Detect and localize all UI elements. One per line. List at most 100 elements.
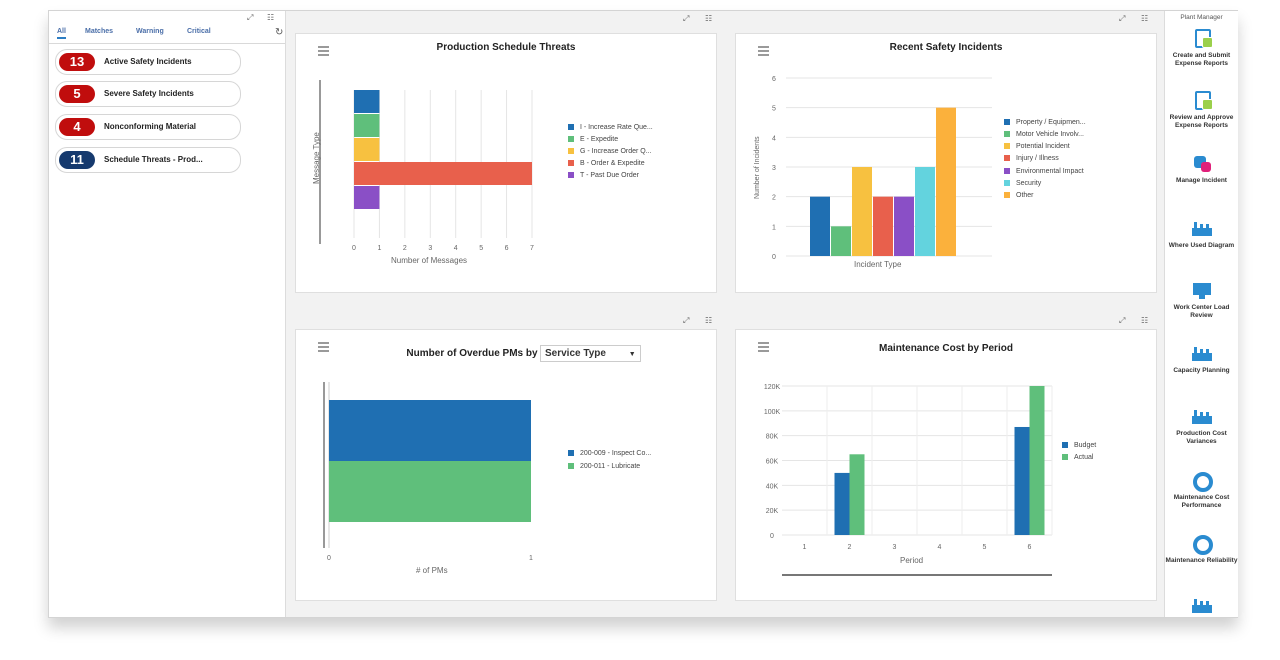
monitor-icon (1192, 281, 1212, 301)
app-tile[interactable]: Maintenance Cost Performance (1165, 471, 1238, 510)
app-tile-label: Production Cost Variances (1176, 430, 1227, 445)
bar (329, 461, 531, 522)
bar (834, 472, 850, 535)
legend-item: E - Expedite (568, 136, 618, 143)
menu-icon[interactable] (318, 342, 329, 352)
tab-warning[interactable]: Warning (136, 28, 164, 35)
x-tick-label: 3 (428, 245, 432, 252)
app-tile[interactable]: Review and Approve Expense Reports (1165, 91, 1238, 130)
production-schedule-threats-chart: 0 1 2 3 4 5 6 7 (319, 80, 534, 252)
y-tick-label: 120K (764, 384, 781, 391)
x-tick-label: 6 (1028, 544, 1032, 551)
legend-item: B - Order & Expedite (568, 160, 645, 167)
app-tile-label: Where Used Diagram (1168, 242, 1235, 249)
app-tile[interactable]: Work Center Load Review (1165, 281, 1238, 320)
legend-item: Security (1004, 180, 1041, 187)
legend-item: G - Increase Order Q... (568, 148, 652, 155)
tab-matches[interactable]: Matches (85, 28, 114, 35)
x-tick-label: 3 (893, 544, 897, 551)
legend-item: Budget (1062, 442, 1096, 449)
ring-icon (1192, 471, 1213, 492)
y-tick-label: 40K (766, 483, 779, 490)
alert-tile-severe-safety[interactable]: 5 Severe Safety Incidents (55, 81, 241, 107)
expand-icon[interactable]: ⤢ (683, 14, 690, 23)
y-tick-label: 2 (772, 195, 776, 202)
app-tile[interactable]: Create and Submit Expense Reports (1165, 29, 1238, 68)
tab-critical[interactable]: Critical (187, 28, 211, 35)
settings-icon[interactable]: ☷ (267, 13, 275, 22)
ring-icon (1192, 534, 1213, 555)
bar (873, 196, 893, 256)
app-tile-label: Manage Incident (1176, 177, 1227, 184)
bar (852, 167, 872, 256)
legend-item: Environmental Impact (1004, 168, 1084, 175)
bar (354, 138, 380, 161)
legend-item: 200-011 - Lubricate (568, 463, 640, 470)
y-tick-label: 4 (772, 135, 776, 142)
app-tile[interactable]: Production Cost Variances (1165, 407, 1238, 446)
settings-icon[interactable]: ☷ (705, 316, 713, 325)
settings-icon[interactable]: ☷ (1141, 316, 1149, 325)
y-tick-label: 100K (764, 409, 781, 416)
bar (354, 162, 532, 185)
alert-tile-active-safety[interactable]: 13 Active Safety Incidents (55, 49, 241, 75)
expand-icon[interactable]: ⤢ (1119, 14, 1126, 23)
bar (810, 196, 830, 256)
alert-filter-tabs: All Matches Warning Critical (49, 25, 285, 44)
expense-report-icon (1192, 29, 1213, 49)
app-tile[interactable]: Capacity Planning (1165, 344, 1238, 375)
chevron-down-icon: ▼ (628, 351, 636, 358)
bar (1014, 426, 1030, 535)
alert-label: Active Safety Incidents (104, 57, 192, 66)
approve-report-icon (1192, 91, 1213, 111)
chart-title: Recent Safety Incidents (889, 42, 1003, 53)
x-tick-label: 5 (479, 245, 483, 252)
legend-item: Other (1004, 192, 1034, 199)
alert-tile-nonconforming[interactable]: 4 Nonconforming Material (55, 114, 241, 140)
recent-safety-incidents-panel: Recent Safety Incidents 0 1 2 3 4 5 6 Incident… (735, 33, 1157, 293)
alert-count-badge: 5 (59, 85, 95, 103)
settings-icon[interactable]: ☷ (1141, 14, 1149, 23)
app-tile[interactable] (1165, 596, 1238, 619)
service-type-select[interactable]: Service Type ▼ (540, 345, 641, 362)
chart-title: Number of Overdue PMs by (406, 348, 538, 359)
x-tick-label: 1 (529, 555, 533, 562)
tab-all[interactable]: All (57, 28, 66, 39)
menu-icon[interactable] (758, 46, 769, 56)
x-tick-label: 2 (848, 544, 852, 551)
menu-icon[interactable] (318, 46, 329, 56)
settings-icon[interactable]: ☷ (705, 14, 713, 23)
chart-title: Maintenance Cost by Period (879, 343, 1013, 354)
expand-icon[interactable]: ⤢ (683, 316, 690, 325)
x-tick-label: 4 (938, 544, 942, 551)
app-tile-label: Work Center Load Review (1173, 304, 1230, 319)
bar (936, 107, 956, 257)
bar (894, 196, 914, 256)
x-tick-label: 2 (403, 245, 407, 252)
alert-tile-schedule-threats[interactable]: 11 Schedule Threats - Prod... (55, 147, 241, 173)
legend-item: T - Past Due Order (568, 172, 639, 179)
expand-icon[interactable]: ⤢ (1119, 316, 1126, 325)
bar (831, 226, 851, 256)
incident-icon (1192, 154, 1212, 174)
production-schedule-threats-panel: Production Schedule Threats 0 1 2 3 4 5 6 7 Num… (295, 33, 717, 293)
recent-safety-incidents-chart: 0 1 2 3 4 5 6 (772, 76, 992, 261)
refresh-icon[interactable]: ↻ (275, 27, 284, 38)
app-tile[interactable]: Where Used Diagram (1165, 219, 1238, 250)
y-axis-label: Message Type (312, 132, 321, 184)
bar (1029, 386, 1045, 535)
menu-icon[interactable] (758, 342, 769, 352)
app-tile[interactable]: Maintenance Reliability (1165, 534, 1238, 565)
y-axis-label: Number of Incidents (754, 136, 761, 199)
expand-icon[interactable]: ⤢ (247, 13, 254, 22)
x-axis-label: Period (900, 556, 924, 565)
y-tick-label: 80K (766, 434, 779, 441)
alert-count-badge: 11 (59, 151, 95, 169)
app-tile[interactable]: Manage Incident (1165, 154, 1238, 185)
legend-item: Motor Vehicle Involv... (1004, 131, 1084, 138)
y-tick-label: 20K (766, 508, 779, 515)
factory-icon (1191, 219, 1212, 239)
factory-icon (1191, 344, 1212, 364)
x-axis-label: Incident Type (854, 260, 902, 269)
x-axis-label: # of PMs (416, 566, 448, 575)
